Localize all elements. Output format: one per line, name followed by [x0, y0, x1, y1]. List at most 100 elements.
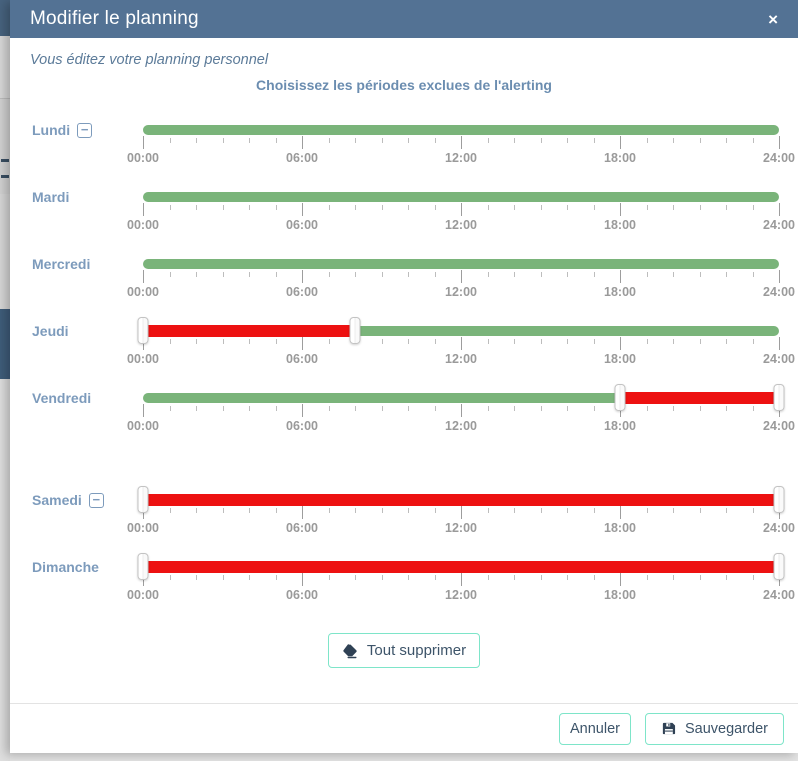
slider-handle[interactable]	[773, 486, 785, 513]
save-button[interactable]: Sauvegarder	[644, 712, 784, 745]
minor-tick	[249, 508, 250, 513]
minor-tick	[328, 406, 330, 411]
minor-tick	[673, 339, 674, 344]
collapse-day-icon[interactable]: −	[88, 492, 104, 508]
minor-tick	[593, 138, 595, 143]
slider-handle[interactable]	[137, 317, 149, 344]
slider-track: 00:00 06:00 12:00 18:00 24:00	[127, 553, 795, 602]
day-row: Lundi − 00:00 06:00 12:00 18:00 24:00	[10, 120, 798, 169]
slider-handle[interactable]	[349, 317, 361, 344]
minor-tick	[249, 272, 250, 277]
minor-tick	[514, 339, 515, 344]
clear-all-button[interactable]: Tout supprimer	[327, 633, 481, 668]
major-tick	[302, 337, 303, 350]
minor-tick	[355, 272, 356, 277]
minor-tick	[514, 205, 515, 210]
time-range-slider[interactable]: 00:00 06:00 12:00 18:00 24:00	[127, 553, 795, 602]
major-tick	[779, 270, 780, 283]
minor-tick	[275, 406, 277, 411]
minor-tick	[752, 205, 754, 210]
slider-handle[interactable]	[137, 486, 149, 513]
time-range-slider[interactable]: 00:00 06:00 12:00 18:00 24:00	[127, 486, 795, 535]
tick-label: 12:00	[445, 521, 477, 535]
day-sliders-list: Lundi − 00:00 06:00 12:00 18:00 24:00 Mardi …	[10, 120, 798, 606]
tick-label: 06:00	[286, 521, 318, 535]
tick-label: 00:00	[127, 521, 159, 535]
major-tick	[620, 270, 621, 283]
minor-tick	[434, 272, 436, 277]
slider-handle[interactable]	[773, 384, 785, 411]
minor-tick	[222, 575, 224, 580]
minor-tick	[275, 205, 277, 210]
minor-tick	[249, 205, 250, 210]
major-tick	[143, 270, 144, 283]
cancel-button[interactable]: Annuler	[558, 712, 631, 745]
minor-tick	[673, 138, 674, 143]
slider-handle[interactable]	[614, 384, 626, 411]
tick-label: 18:00	[604, 218, 636, 232]
close-icon[interactable]: ×	[768, 9, 778, 29]
minor-tick	[699, 138, 701, 143]
day-label: Mercredi	[32, 256, 91, 272]
background-row	[0, 0, 10, 36]
minor-tick	[699, 339, 701, 344]
background-row	[0, 309, 10, 379]
minor-tick	[593, 406, 595, 411]
minor-tick	[567, 508, 568, 513]
minor-tick	[381, 575, 383, 580]
save-label: Sauvegarder	[684, 720, 768, 737]
minor-tick	[593, 339, 595, 344]
minor-tick	[726, 272, 727, 277]
tick-label: 12:00	[445, 285, 477, 299]
major-tick	[143, 136, 144, 149]
minor-tick	[567, 406, 568, 411]
minor-tick	[646, 339, 648, 344]
time-range-slider[interactable]: 00:00 06:00 12:00 18:00 24:00	[127, 125, 795, 165]
slider-handle[interactable]	[773, 553, 785, 580]
minor-tick	[540, 205, 542, 210]
collapse-day-icon[interactable]: −	[77, 122, 93, 138]
slider-track: 00:00 06:00 12:00 18:00 24:00	[127, 259, 795, 299]
minor-tick	[752, 272, 754, 277]
tick-label: 06:00	[286, 218, 318, 232]
time-range-slider[interactable]: 00:00 06:00 12:00 18:00 24:00	[127, 192, 795, 232]
clear-all-label: Tout supprimer	[366, 642, 467, 659]
minor-tick	[487, 406, 489, 411]
minor-tick	[673, 575, 674, 580]
minor-tick	[355, 575, 356, 580]
minor-tick	[487, 272, 489, 277]
tick-label: 06:00	[286, 588, 318, 602]
minor-tick	[408, 508, 409, 513]
minor-tick	[487, 508, 489, 513]
minor-tick	[699, 575, 701, 580]
slider-segment-included	[143, 259, 779, 269]
time-range-slider[interactable]: 00:00 06:00 12:00 18:00 24:00	[127, 384, 795, 433]
minor-tick	[567, 339, 568, 344]
time-range-slider[interactable]: 00:00 06:00 12:00 18:00 24:00	[127, 317, 795, 366]
minor-tick	[169, 406, 171, 411]
major-tick	[620, 337, 621, 350]
major-tick	[143, 203, 144, 216]
major-tick	[461, 203, 462, 216]
time-range-slider[interactable]: 00:00 06:00 12:00 18:00 24:00	[127, 259, 795, 299]
tick-label: 00:00	[127, 285, 159, 299]
major-tick	[143, 404, 144, 417]
minor-tick	[355, 406, 356, 411]
major-tick	[779, 337, 780, 350]
minor-tick	[540, 272, 542, 277]
tick-label: 00:00	[127, 588, 159, 602]
minor-tick	[514, 406, 515, 411]
slider-handle[interactable]	[137, 553, 149, 580]
minor-tick	[196, 205, 197, 210]
minor-tick	[646, 205, 648, 210]
minor-tick	[381, 339, 383, 344]
tick-label: 24:00	[763, 285, 795, 299]
minor-tick	[540, 575, 542, 580]
day-label: Vendredi	[32, 390, 92, 406]
major-tick	[620, 573, 621, 586]
minor-tick	[752, 508, 754, 513]
minor-tick	[434, 138, 436, 143]
minor-tick	[381, 205, 383, 210]
minor-tick	[752, 138, 754, 143]
tick-label: 06:00	[286, 285, 318, 299]
